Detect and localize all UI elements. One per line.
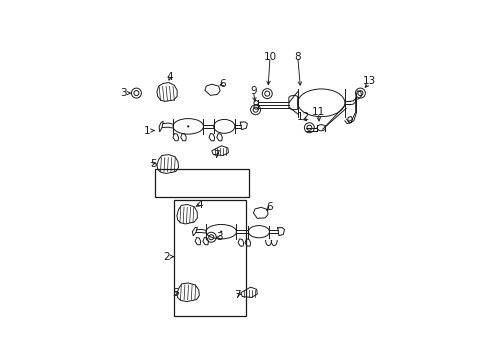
Text: 2: 2 [163,252,169,262]
Text: 7: 7 [234,290,240,300]
Text: 12: 12 [296,112,309,122]
Bar [174,200,246,316]
Text: 8: 8 [294,51,301,62]
Text: 6: 6 [266,202,273,212]
Text: 6: 6 [219,79,226,89]
Text: 10: 10 [263,52,276,62]
Text: 11: 11 [311,108,325,117]
Text: 7: 7 [212,150,219,161]
Text: 3: 3 [216,232,223,242]
Text: 3: 3 [120,88,126,98]
Text: 9: 9 [249,86,256,96]
Text: 13: 13 [363,76,376,86]
Text: 1: 1 [143,126,150,135]
Circle shape [187,125,189,127]
Text: 5: 5 [172,288,178,298]
Text: 4: 4 [166,72,173,82]
Circle shape [220,231,222,233]
Text: 5: 5 [149,159,156,169]
Bar [155,169,249,197]
Text: 4: 4 [196,199,202,210]
